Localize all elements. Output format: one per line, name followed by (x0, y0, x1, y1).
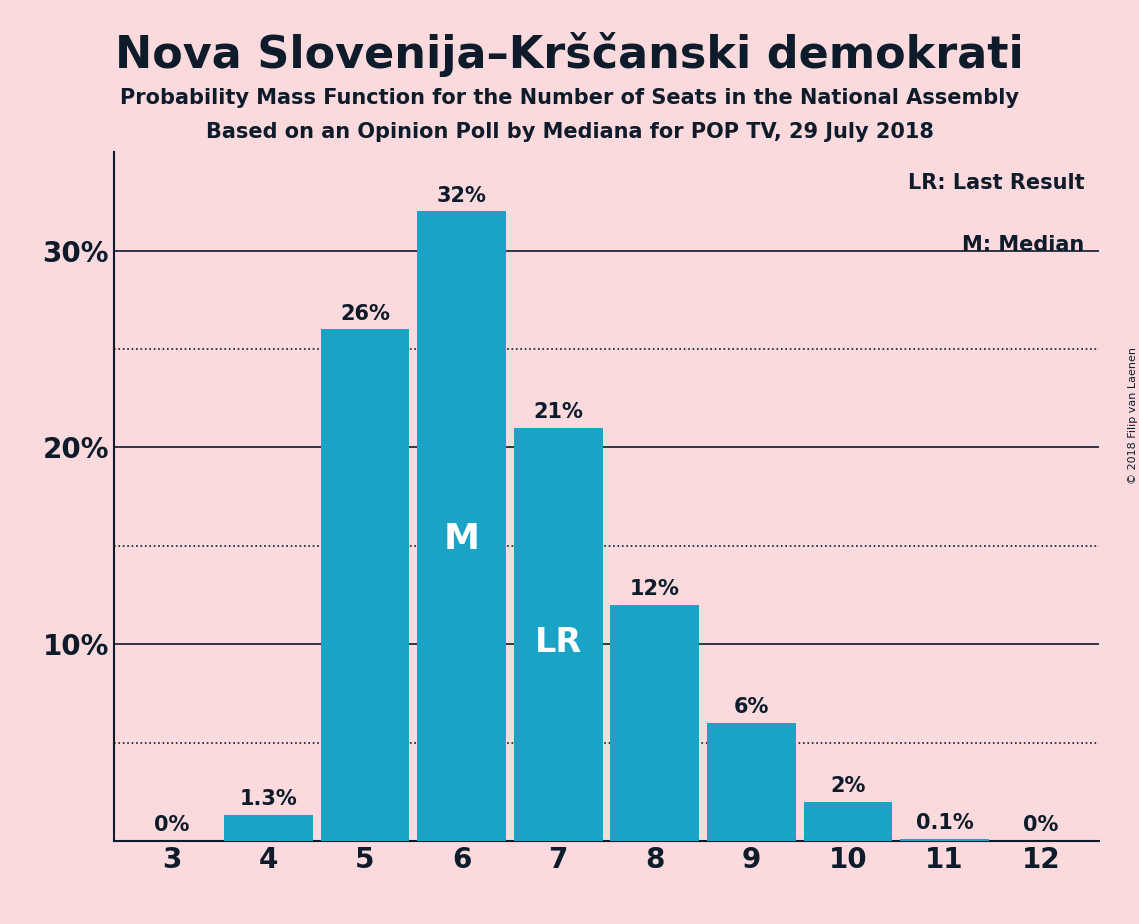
Text: LR: LR (534, 626, 582, 659)
Text: M: M (443, 522, 480, 555)
Text: 1.3%: 1.3% (239, 789, 297, 809)
Text: 12%: 12% (630, 579, 680, 599)
Bar (804, 801, 893, 841)
Bar (417, 212, 506, 841)
Text: Nova Slovenija–Krščanski demokrati: Nova Slovenija–Krščanski demokrati (115, 32, 1024, 78)
Text: M: Median: M: Median (962, 235, 1084, 255)
Text: © 2018 Filip van Laenen: © 2018 Filip van Laenen (1129, 347, 1138, 484)
Text: 2%: 2% (830, 775, 866, 796)
Text: 6%: 6% (734, 697, 769, 717)
Text: Based on an Opinion Poll by Mediana for POP TV, 29 July 2018: Based on an Opinion Poll by Mediana for … (205, 122, 934, 142)
Text: 21%: 21% (533, 402, 583, 422)
Text: 32%: 32% (436, 186, 486, 205)
Bar (514, 428, 603, 841)
Text: 26%: 26% (341, 304, 390, 323)
Bar (224, 815, 313, 841)
Bar (320, 330, 410, 841)
Text: 0%: 0% (1024, 815, 1059, 835)
Bar (707, 723, 796, 841)
Text: 0%: 0% (154, 815, 189, 835)
Bar (900, 839, 989, 841)
Text: Probability Mass Function for the Number of Seats in the National Assembly: Probability Mass Function for the Number… (120, 88, 1019, 108)
Text: LR: Last Result: LR: Last Result (908, 173, 1084, 193)
Bar (611, 605, 699, 841)
Text: 0.1%: 0.1% (916, 813, 974, 833)
